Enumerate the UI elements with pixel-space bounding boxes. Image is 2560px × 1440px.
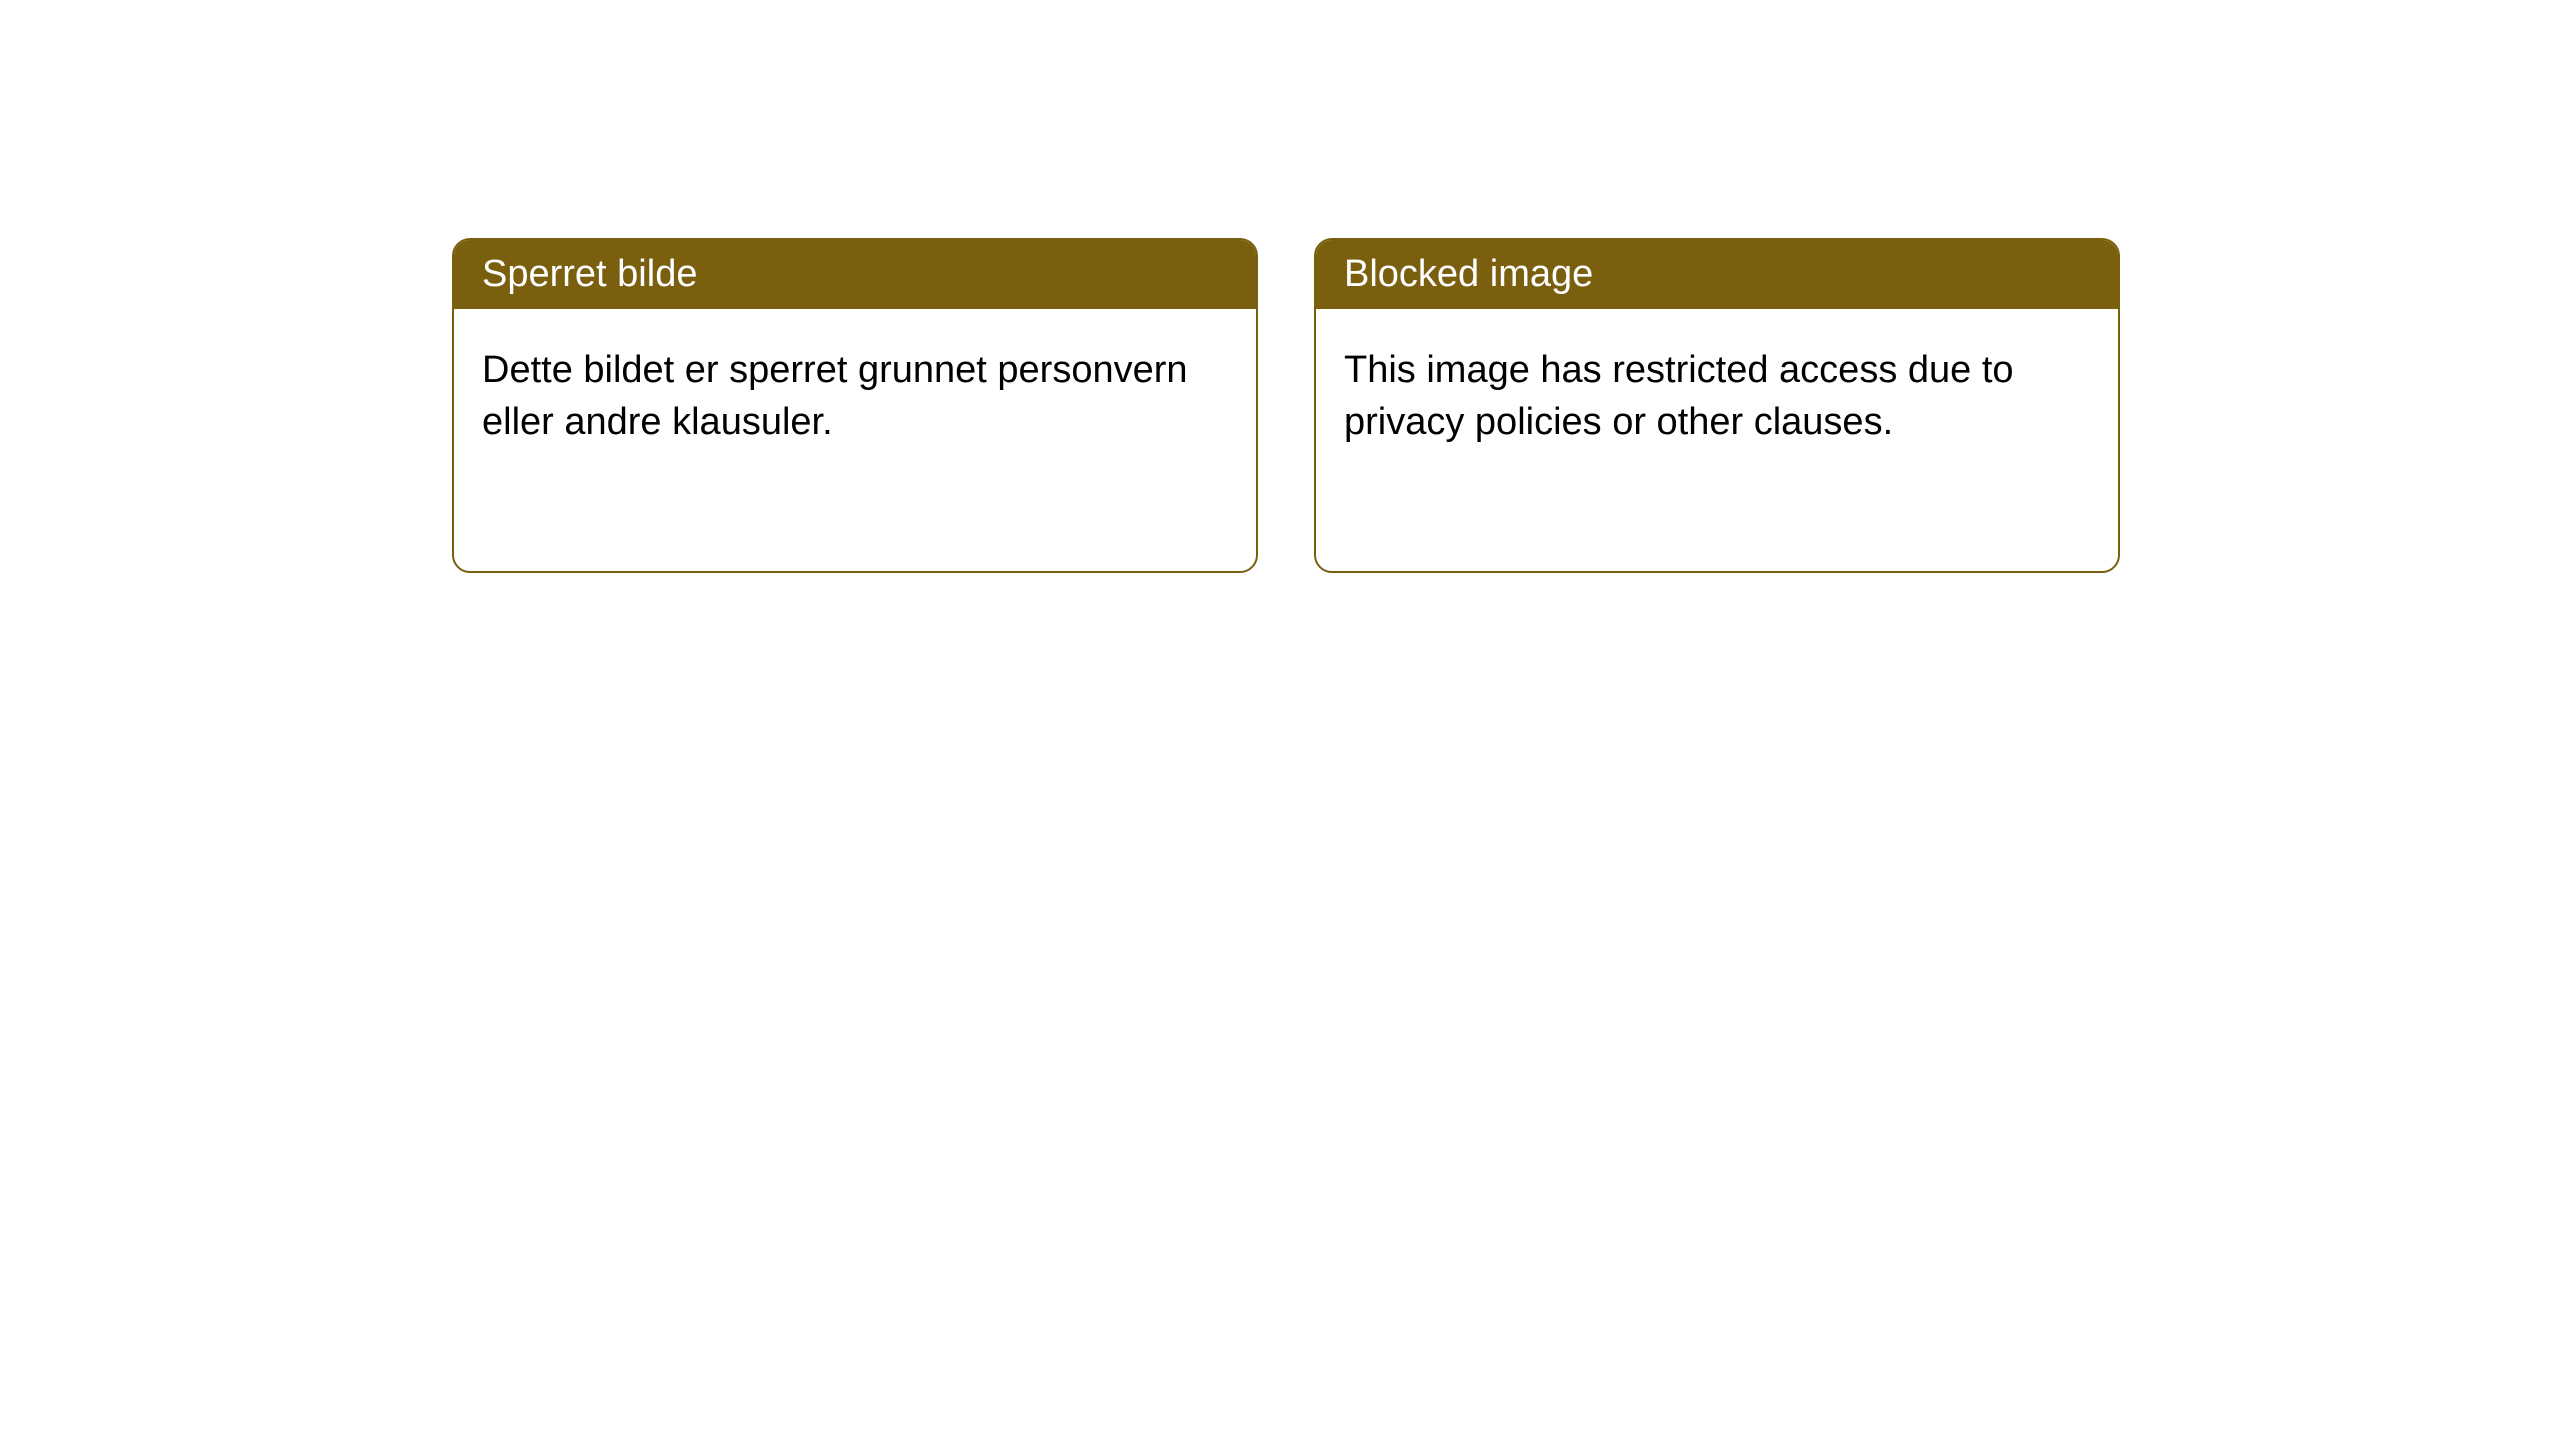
notice-title: Sperret bilde bbox=[482, 253, 697, 295]
notice-box-norwegian: Sperret bilde Dette bildet er sperret gr… bbox=[452, 238, 1258, 573]
notice-title: Blocked image bbox=[1344, 253, 1593, 295]
notice-text: Dette bildet er sperret grunnet personve… bbox=[482, 349, 1188, 442]
notice-body: Dette bildet er sperret grunnet personve… bbox=[454, 309, 1256, 484]
notice-text: This image has restricted access due to … bbox=[1344, 349, 2014, 442]
notice-header: Blocked image bbox=[1316, 240, 2118, 309]
notice-header: Sperret bilde bbox=[454, 240, 1256, 309]
notice-container: Sperret bilde Dette bildet er sperret gr… bbox=[0, 0, 2560, 573]
notice-box-english: Blocked image This image has restricted … bbox=[1314, 238, 2120, 573]
notice-body: This image has restricted access due to … bbox=[1316, 309, 2118, 484]
